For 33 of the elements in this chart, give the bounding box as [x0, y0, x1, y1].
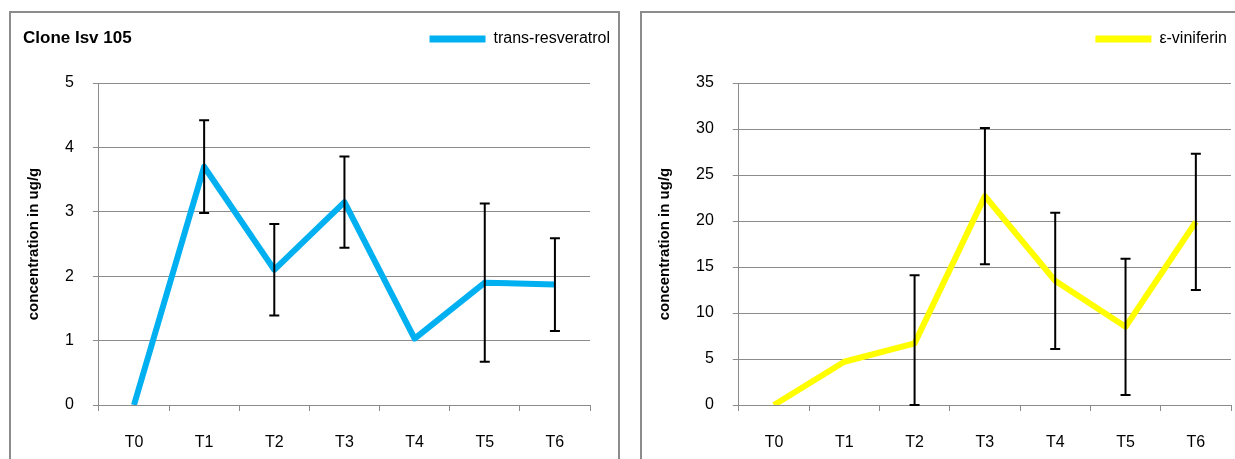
- y-tick-label: 1: [64, 331, 74, 349]
- y-tick-label: 4: [64, 137, 74, 155]
- x-tick-label: T5: [1116, 433, 1135, 451]
- x-tick-label: T4: [1045, 433, 1065, 451]
- y-tick-label: 25: [696, 165, 714, 183]
- x-tick-label: T6: [1186, 433, 1206, 451]
- y-axis-title: concentration in ug/g: [24, 167, 42, 321]
- y-tick-label: 0: [64, 395, 74, 413]
- x-tick-label: T5: [475, 433, 495, 451]
- y-tick-label: 30: [696, 119, 714, 137]
- legend-label: ε-viniferin: [1159, 29, 1227, 47]
- chart-title: Clone Isv 105: [23, 28, 132, 48]
- x-tick-label: T1: [194, 433, 214, 451]
- y-tick-label: 3: [64, 202, 74, 220]
- legend-label: trans-resveratrol: [493, 29, 611, 47]
- x-tick-label: T3: [335, 433, 354, 451]
- x-tick-label: T6: [545, 433, 565, 451]
- x-tick-label: T4: [405, 433, 425, 451]
- x-tick-label: T1: [834, 433, 854, 451]
- y-tick-label: 20: [696, 211, 714, 229]
- x-tick-label: T0: [764, 433, 784, 451]
- x-tick-label: T2: [264, 433, 284, 451]
- y-axis-title: concentration in ug/g: [655, 167, 673, 321]
- y-tick-label: 2: [64, 266, 74, 284]
- y-tick-label: 5: [704, 349, 714, 367]
- y-tick-label: 5: [64, 73, 74, 91]
- y-tick-label: 35: [696, 73, 714, 91]
- x-tick-label: T2: [905, 433, 925, 451]
- x-tick-label: T0: [124, 433, 144, 451]
- y-tick-label: 10: [696, 303, 714, 321]
- y-tick-label: 0: [704, 395, 714, 413]
- x-tick-label: T3: [975, 433, 995, 451]
- y-tick-label: 15: [696, 257, 714, 275]
